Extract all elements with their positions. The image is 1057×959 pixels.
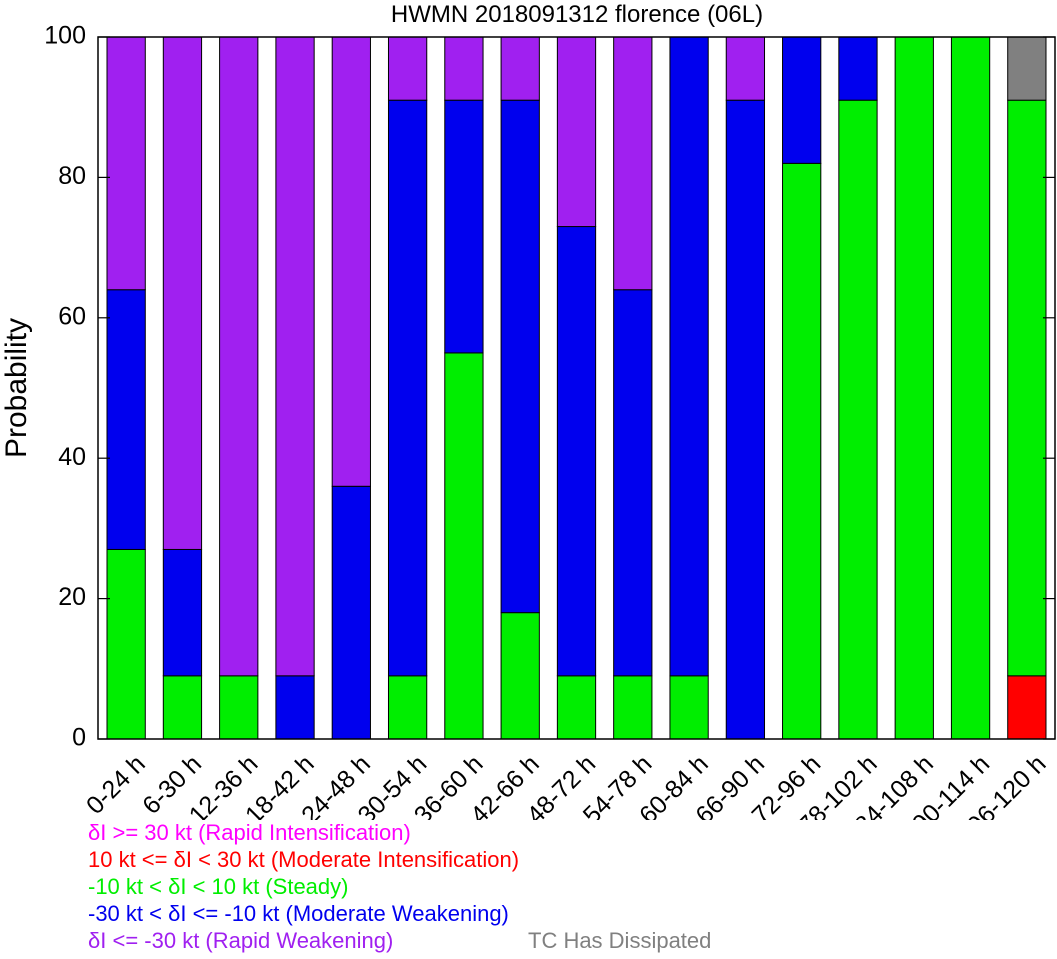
bar-segment-mw-0 — [106, 289, 146, 550]
x-axis-ticks: 0-24 h6-30 h12-36 h18-42 h24-48 h30-54 h… — [81, 750, 1052, 820]
chart-title: HWMN 2018091312 florence (06L) — [391, 1, 763, 28]
bar-segment-steady-16 — [1007, 99, 1047, 677]
bar-segment-steady-13 — [838, 99, 878, 740]
bar-segment-steady-7 — [500, 612, 540, 740]
legend-steady: -10 kt < δI < 10 kt (Steady) — [88, 874, 349, 899]
y-tick-label: 80 — [58, 162, 86, 190]
bar-segment-rw-5 — [387, 36, 428, 101]
bar-segment-dissipated-16 — [1007, 36, 1047, 101]
legend-rapid-intensification: δI >= 30 kt (Rapid Intensification) — [88, 820, 411, 845]
bar-segment-steady-12 — [782, 162, 822, 740]
bar-segment-mi-16 — [1007, 675, 1047, 740]
bar-segment-rw-9 — [613, 36, 653, 291]
legend-rapid-weakening: δI <= -30 kt (Rapid Weakening) — [88, 928, 394, 953]
bar-segment-steady-0 — [106, 548, 146, 740]
bar-segment-steady-14 — [894, 36, 934, 740]
bar-segment-mw-4 — [331, 485, 371, 740]
bar-segment-mw-12 — [782, 36, 822, 164]
bar-segment-mw-5 — [387, 99, 428, 677]
legend-moderate-intensification: 10 kt <= δI < 30 kt (Moderate Intensific… — [88, 847, 520, 872]
bar-segment-steady-10 — [669, 675, 709, 740]
stacked-bar-chart: HWMN 2018091312 florence (06L) Probabili… — [0, 1, 1056, 820]
bar-segment-rw-0 — [106, 36, 146, 291]
bar-segment-mw-3 — [275, 675, 315, 740]
bar-segment-rw-2 — [219, 36, 259, 677]
bar-segment-steady-8 — [556, 675, 597, 740]
legend-moderate-weakening: -30 kt < δI <= -10 kt (Moderate Weakenin… — [88, 901, 509, 926]
bar-segment-rw-1 — [162, 36, 203, 550]
bar-segment-steady-5 — [387, 675, 428, 740]
bar-segment-rw-4 — [331, 36, 371, 487]
plot-frame — [97, 36, 1056, 740]
y-tick-label: 100 — [44, 22, 86, 50]
bar-segment-mw-10 — [669, 36, 709, 677]
bar-segment-mw-1 — [162, 548, 203, 677]
bar-segment-rw-7 — [500, 36, 540, 101]
bar-segment-rw-3 — [275, 36, 315, 677]
bar-segment-steady-2 — [219, 675, 259, 740]
bar-segment-mw-11 — [725, 99, 766, 740]
x-tick-label: 0-24 h — [81, 750, 151, 820]
bars-group — [106, 36, 1047, 740]
bar-segment-rw-8 — [556, 36, 597, 228]
bar-segment-mw-8 — [556, 226, 597, 677]
y-tick-label: 60 — [58, 302, 86, 330]
y-axis-ticks: 0 20 40 60 80 100 — [44, 22, 1055, 752]
bar-segment-mw-13 — [838, 36, 878, 101]
bar-segment-steady-9 — [613, 675, 653, 740]
bar-segment-mw-9 — [613, 289, 653, 677]
bar-segment-steady-1 — [162, 675, 203, 740]
y-tick-label: 0 — [72, 724, 86, 752]
bar-segment-mw-7 — [500, 99, 540, 614]
y-axis-label: Probability — [0, 318, 33, 458]
bar-segment-steady-6 — [444, 352, 484, 740]
y-tick-label: 40 — [58, 443, 86, 471]
bar-segment-mw-6 — [444, 99, 484, 354]
bar-segment-rw-6 — [444, 36, 484, 101]
bar-segment-steady-15 — [950, 36, 991, 740]
legend-dissipated: TC Has Dissipated — [528, 928, 712, 953]
bar-segment-rw-11 — [725, 36, 766, 101]
y-tick-label: 20 — [58, 583, 86, 611]
